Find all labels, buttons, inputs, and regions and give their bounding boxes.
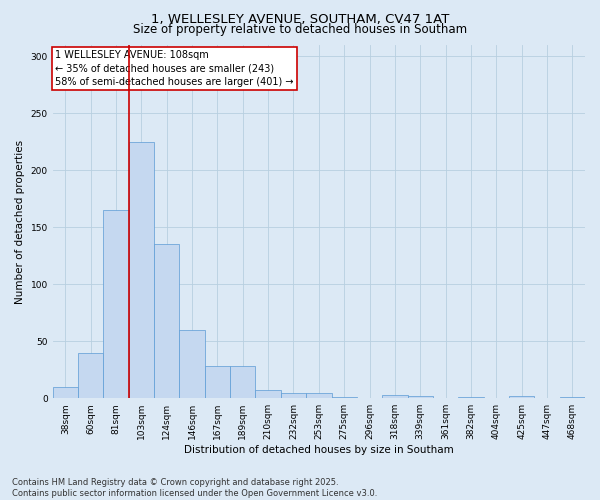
Bar (78, 352, 103, 398)
Bar (458, 397, 484, 398)
Text: 1 WELLESLEY AVENUE: 108sqm
← 35% of detached houses are smaller (243)
58% of sem: 1 WELLESLEY AVENUE: 108sqm ← 35% of deta… (55, 50, 294, 86)
Text: Contains HM Land Registry data © Crown copyright and database right 2025.
Contai: Contains HM Land Registry data © Crown c… (12, 478, 377, 498)
Text: 1, WELLESLEY AVENUE, SOUTHAM, CV47 1AT: 1, WELLESLEY AVENUE, SOUTHAM, CV47 1AT (151, 12, 449, 26)
Bar (306, 392, 332, 398)
Bar (407, 396, 433, 398)
Y-axis label: Number of detached properties: Number of detached properties (15, 140, 25, 304)
Bar (256, 390, 281, 398)
Bar (332, 397, 357, 398)
Bar (205, 366, 230, 398)
Bar (103, 210, 129, 398)
Bar (560, 397, 585, 398)
Bar (129, 142, 154, 398)
X-axis label: Distribution of detached houses by size in Southam: Distribution of detached houses by size … (184, 445, 454, 455)
Text: Size of property relative to detached houses in Southam: Size of property relative to detached ho… (133, 22, 467, 36)
Bar (179, 330, 205, 398)
Bar (281, 392, 306, 398)
Bar (154, 244, 179, 398)
Bar (509, 396, 535, 398)
Bar (382, 395, 407, 398)
Bar (53, 387, 78, 398)
Bar (230, 366, 256, 398)
